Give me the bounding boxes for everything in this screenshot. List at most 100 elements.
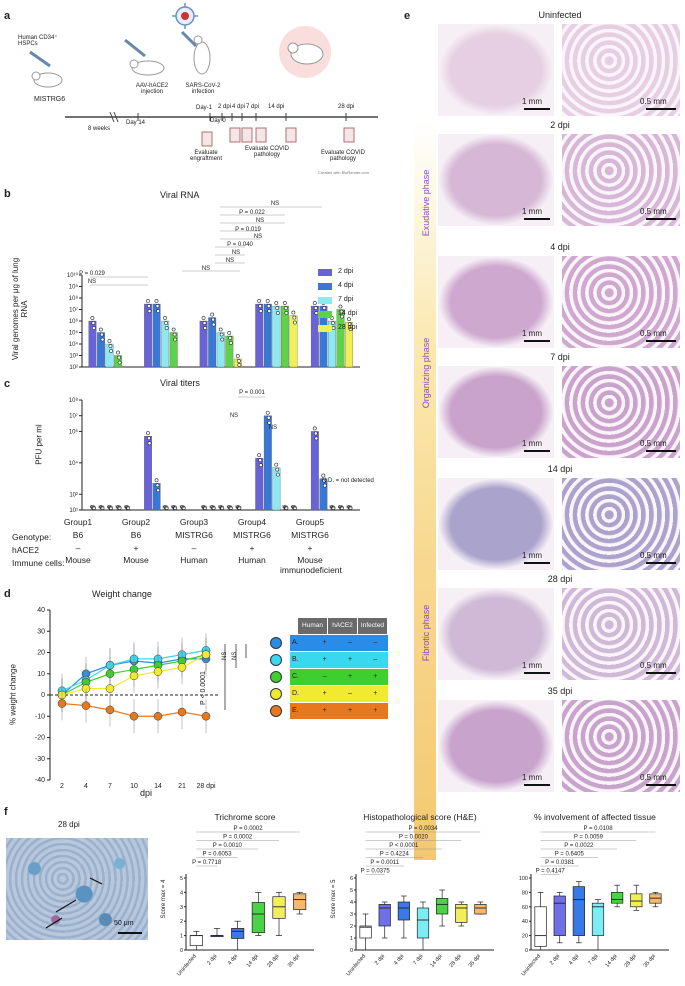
- histology-image-lowmag: [438, 134, 554, 226]
- data-point: [291, 310, 296, 315]
- legend-label: 2 dpi: [338, 268, 354, 275]
- series-point: [153, 712, 163, 721]
- nd-label: N.D.: [115, 505, 121, 509]
- data-point: [258, 309, 263, 313]
- scale-label-right: 0.5 mm: [640, 439, 667, 448]
- row-marker: [270, 671, 282, 683]
- x-tick-label: 4 dpi: [227, 953, 239, 966]
- data-point: [330, 321, 335, 325]
- stat-label: NS: [226, 258, 234, 264]
- table-row: C. – + +: [258, 669, 388, 685]
- data-point: [257, 299, 262, 303]
- stat-label: NS: [88, 279, 96, 285]
- data-point: [220, 506, 225, 510]
- data-point: [257, 453, 262, 458]
- data-point: [339, 309, 344, 314]
- data-point: [323, 483, 327, 488]
- bar-Group4-2-dpi: [255, 457, 264, 511]
- y-tick-label: 3: [180, 905, 183, 911]
- data-point: [235, 354, 240, 358]
- scale-bar: [646, 450, 676, 452]
- scale-label-right: 0.5 mm: [640, 661, 667, 670]
- scale-bar: [524, 784, 550, 786]
- data-point: [228, 336, 233, 340]
- boxplot-title: Trichrome score: [214, 812, 276, 822]
- data-point: [146, 431, 150, 436]
- group-genotype: MISTRG6: [175, 530, 213, 540]
- weight-ns-2: NS: [232, 651, 238, 660]
- y-tick-label: 0: [180, 948, 183, 954]
- data-point: [117, 355, 121, 360]
- data-point: [211, 317, 216, 322]
- panel-d-label: d: [4, 588, 11, 600]
- nd-label: N.D.: [291, 505, 297, 509]
- scale-label-right: 0.5 mm: [640, 329, 667, 338]
- series-point: [201, 712, 211, 721]
- data-point: [265, 299, 270, 303]
- bar-Group5-4-dpi: [319, 478, 328, 511]
- group-name: Group1: [63, 517, 93, 527]
- bar-Group2-2-dpi: [144, 436, 152, 511]
- bar-Group1-14-dpi: [114, 355, 123, 368]
- bar-Group4-7-dpi: [272, 467, 281, 511]
- day14-label: Day 14: [126, 120, 146, 126]
- bar-Group3-28-dpi: [233, 358, 242, 368]
- nd-note: N.D. = not detected: [322, 478, 374, 484]
- stat-label: P = 0.0002: [233, 826, 263, 832]
- histology-row-label: 14 dpi: [547, 464, 573, 474]
- row-label-hace2: hACE2: [12, 545, 39, 555]
- x-tick-label: 35 dpi: [643, 953, 657, 968]
- data-point: [284, 311, 289, 315]
- histology-image-highmag: [562, 24, 680, 116]
- group-genotype: MISTRG6: [291, 530, 329, 540]
- data-point: [203, 326, 208, 330]
- data-point: [154, 299, 159, 303]
- data-point: [164, 321, 168, 325]
- histology-image-lowmag: [438, 478, 554, 570]
- y-tick-label: 10³: [69, 354, 78, 360]
- group-immune: Mouse immunodeficient: [280, 555, 342, 575]
- data-point: [90, 316, 95, 320]
- scale-label-left: 1 mm: [522, 661, 542, 670]
- scale-label-left: 1 mm: [522, 329, 542, 338]
- scale-label-right: 0.5 mm: [640, 551, 667, 560]
- scale-bar: [524, 450, 550, 452]
- y-tick-label: -30: [35, 756, 45, 763]
- x-tick-label: 14 dpi: [246, 953, 260, 968]
- panel-e-label: e: [404, 10, 411, 22]
- series-point: [105, 705, 115, 715]
- box-35-dpi: [293, 893, 307, 911]
- x-tick-label: 28 dpi: [449, 953, 463, 968]
- x-tick-label: Uninfected: [521, 953, 542, 977]
- box-14-dpi: [611, 892, 624, 904]
- boxplot-chart: 0 1 2 3 4 5 Uninfected 2 dpi 4 dpi 14 dpi 28 dpi 35…: [176, 826, 314, 977]
- weight-ns-1: NS: [222, 651, 228, 660]
- data-point: [228, 341, 233, 345]
- group-column: Group4 MISTRG6 + Human: [222, 516, 282, 565]
- bar-Group3-14-dpi: [225, 335, 234, 368]
- dpi-tick-14: 14 dpi: [268, 104, 285, 110]
- data-point: [218, 327, 223, 332]
- group-hace2: +: [307, 543, 313, 553]
- stat-label: P = 0.0059: [574, 835, 604, 841]
- box-4-dpi: [397, 901, 410, 921]
- y-tick-label: 40: [522, 919, 528, 925]
- stat-label: P = 0.019: [235, 227, 261, 233]
- data-point: [266, 415, 271, 420]
- row-marker: [270, 688, 282, 700]
- data-point: [313, 431, 318, 436]
- stat-label: P = 0.0020: [399, 835, 429, 841]
- row-label-immune: Immune cells:: [12, 558, 65, 568]
- data-point: [293, 320, 297, 325]
- table-row: E. + + +: [258, 703, 388, 719]
- mouse-icon-1: [31, 71, 63, 88]
- hspc-label: Human CD34⁺ HSPCs: [18, 35, 58, 47]
- y-tick-label: -10: [35, 713, 45, 720]
- data-point: [172, 332, 177, 337]
- clipboard-icon: [343, 127, 355, 143]
- data-point: [116, 350, 120, 355]
- group-column: Group1 B6 – Mouse: [48, 516, 108, 565]
- group-name: Group5: [295, 517, 325, 527]
- data-point: [228, 506, 233, 510]
- bar-Group4-28-dpi: [289, 315, 298, 368]
